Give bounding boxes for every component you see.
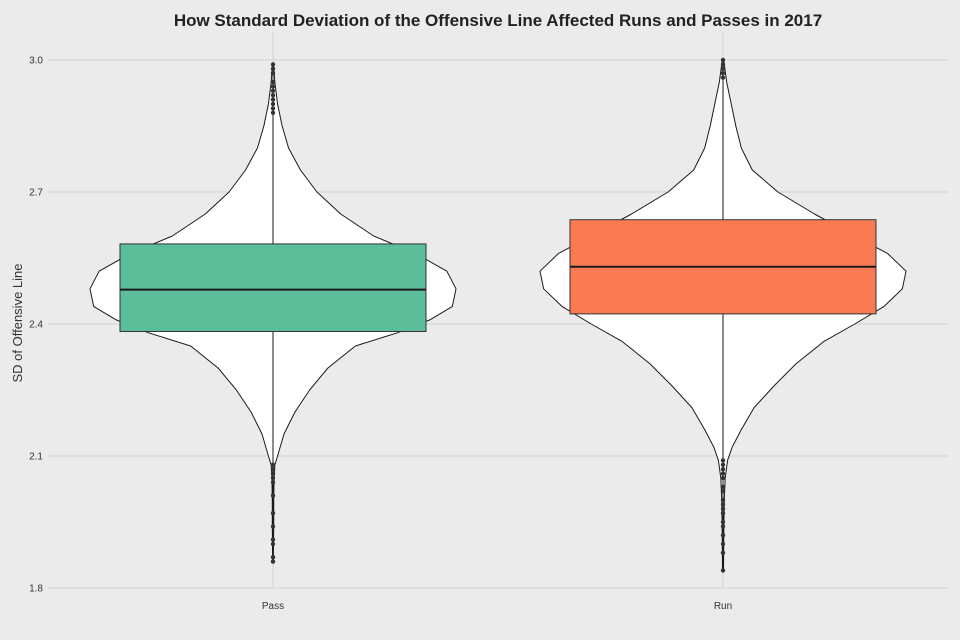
outlier-point bbox=[270, 88, 276, 94]
outlier-point bbox=[720, 541, 726, 547]
outlier-point bbox=[270, 555, 276, 560]
x-tick-label: Run bbox=[714, 601, 732, 612]
violins bbox=[89, 57, 907, 573]
violin-group-run bbox=[539, 57, 907, 573]
outlier-point bbox=[270, 93, 276, 98]
outlier-point bbox=[270, 559, 276, 564]
outlier-point bbox=[720, 550, 726, 555]
outlier-point bbox=[270, 106, 276, 111]
outlier-point bbox=[270, 471, 276, 476]
y-tick-label: 3.0 bbox=[29, 56, 43, 67]
y-axis-label: SD of Offensive Line bbox=[10, 264, 25, 383]
outlier-point bbox=[270, 467, 276, 472]
y-axis-ticks: 1.8 2.1 2.4 2.7 3.0 bbox=[29, 56, 43, 595]
outlier-point bbox=[270, 524, 276, 529]
outlier-point bbox=[720, 471, 726, 476]
outlier-point bbox=[270, 71, 276, 76]
outlier-point bbox=[270, 66, 276, 72]
outlier-point bbox=[270, 537, 276, 542]
outlier-point bbox=[720, 484, 726, 489]
outlier-point bbox=[720, 489, 726, 494]
outlier-point bbox=[270, 462, 276, 467]
x-axis-ticks: Pass Run bbox=[262, 601, 732, 612]
outlier-point bbox=[720, 497, 726, 503]
outlier-point bbox=[720, 533, 726, 538]
outlier-point bbox=[720, 462, 726, 467]
chart-title: How Standard Deviation of the Offensive … bbox=[174, 11, 822, 30]
outlier-point bbox=[720, 66, 726, 72]
y-tick-label: 2.4 bbox=[29, 320, 43, 331]
outlier-point bbox=[720, 502, 726, 507]
outlier-point bbox=[720, 568, 726, 573]
outlier-point bbox=[720, 57, 726, 63]
outlier-point bbox=[720, 467, 726, 472]
y-tick-label: 2.1 bbox=[29, 452, 43, 463]
outlier-point bbox=[270, 480, 276, 485]
outlier-point bbox=[270, 541, 276, 547]
x-tick-label: Pass bbox=[262, 601, 284, 612]
outlier-point bbox=[270, 110, 276, 116]
outlier-point bbox=[270, 97, 276, 102]
outlier-point bbox=[270, 79, 276, 85]
outlier-point bbox=[270, 101, 276, 107]
outlier-point bbox=[270, 84, 276, 89]
outlier-point bbox=[270, 475, 276, 481]
outlier-point bbox=[720, 475, 726, 481]
y-tick-label: 1.8 bbox=[29, 584, 43, 595]
outlier-point bbox=[720, 458, 726, 463]
outlier-point bbox=[270, 511, 276, 516]
outlier-point bbox=[720, 62, 726, 67]
box-iqr bbox=[119, 243, 427, 332]
outlier-point bbox=[720, 519, 726, 525]
outlier-point bbox=[720, 71, 726, 76]
violin-group-pass bbox=[89, 62, 457, 564]
outlier-point bbox=[720, 506, 726, 511]
outlier-point bbox=[720, 511, 726, 516]
y-tick-label: 2.7 bbox=[29, 188, 43, 199]
outlier-point bbox=[720, 524, 726, 529]
outlier-point bbox=[270, 62, 276, 67]
outlier-point bbox=[270, 493, 276, 498]
outlier-point bbox=[720, 75, 726, 80]
